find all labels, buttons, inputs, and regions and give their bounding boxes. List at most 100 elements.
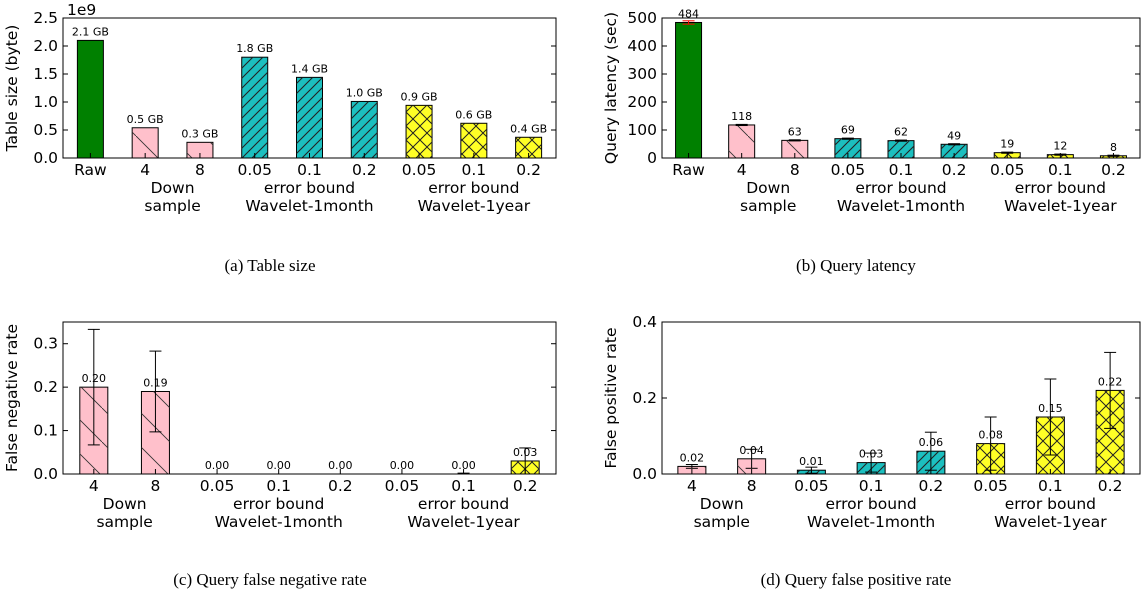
x-tick-label: 0.1: [462, 161, 487, 179]
group-label: Wavelet-1month: [807, 513, 935, 531]
chart-0: 0.0 0.5 1.0 1.5 2.0 2.5 1e9 Table size (byte) 2.…: [3, 1, 557, 275]
x-tick-label: 0.2: [516, 161, 541, 179]
group-label: Wavelet-1month: [245, 197, 373, 215]
y-tick-label: 2.0: [33, 37, 58, 55]
x-tick-label: Raw: [672, 161, 705, 179]
x-tick-label: 0.05: [402, 161, 437, 179]
group-label: Wavelet-1year: [994, 513, 1107, 531]
data-label: 0.4 GB: [510, 122, 547, 135]
axis-offset-label: 1e9: [67, 1, 96, 19]
data-label: 118: [731, 110, 752, 123]
y-tick-label: 0.1: [33, 422, 58, 440]
x-tick-label: 0.2: [1101, 161, 1126, 179]
x-tick-label: 4: [687, 477, 697, 495]
y-tick-label: 200: [627, 93, 657, 111]
data-label: 0.08: [978, 429, 1003, 442]
plot-frame: [661, 321, 1141, 475]
bar: [675, 21, 703, 159]
y-axis-label: False positive rate: [602, 327, 620, 468]
bar-hatch: [515, 137, 542, 158]
x-tick-label: 0.05: [990, 161, 1025, 179]
y-tick-label: 0: [647, 149, 657, 167]
y-tick-label: 500: [627, 9, 657, 27]
x-tick-label: 0.2: [919, 477, 944, 495]
data-label: 49: [947, 129, 961, 142]
x-tick-label: 0.05: [794, 477, 829, 495]
y-tick-label: 2.5: [33, 9, 58, 27]
data-label: 0.04: [739, 444, 764, 457]
group-label: Down: [700, 495, 744, 513]
x-tick-label: 8: [747, 477, 757, 495]
group-label: Down: [151, 179, 195, 197]
group-label: error bound: [264, 179, 355, 197]
data-label: 62: [894, 126, 908, 139]
x-tick-label: 0.05: [385, 477, 420, 495]
bar-hatch: [941, 144, 968, 158]
group-label: Wavelet-1month: [837, 197, 965, 215]
data-label: 12: [1053, 140, 1067, 153]
data-label: 63: [788, 125, 802, 138]
data-label: 0.00: [390, 459, 415, 472]
data-label: 19: [1000, 138, 1014, 151]
chart-1: 0 100 200 300 400 500 Query latency (sec) 484 Ra…: [602, 7, 1141, 275]
bar-hatch: [296, 77, 323, 158]
data-label: 8: [1110, 141, 1117, 154]
x-tick-label: 0.05: [973, 477, 1008, 495]
x-tick-label: 0.2: [942, 161, 967, 179]
group-label: error bound: [428, 179, 519, 197]
y-tick-label: 0.0: [33, 149, 58, 167]
bar-hatch: [834, 138, 861, 158]
group-label: Wavelet-1year: [407, 513, 520, 531]
group-label: Wavelet-1year: [1004, 197, 1117, 215]
y-axis-label: Query latency (sec): [602, 12, 620, 164]
bar-hatch: [186, 142, 213, 158]
group-label: error bound: [1005, 495, 1096, 513]
x-tick-label: 0.05: [831, 161, 866, 179]
data-label: 0.01: [799, 455, 824, 468]
group-label: sample: [694, 513, 750, 531]
x-tick-label: 0.1: [266, 477, 291, 495]
group-label: Down: [103, 495, 147, 513]
group-label: error bound: [855, 179, 946, 197]
figure-caption: (b) Query latency: [796, 256, 916, 275]
x-tick-label: 0.05: [200, 477, 235, 495]
x-tick-label: 0.2: [328, 477, 353, 495]
bar-hatch: [781, 140, 808, 158]
group-label: sample: [144, 197, 200, 215]
plot-frame: [62, 17, 557, 159]
figure-caption: (c) Query false negative rate: [173, 570, 367, 589]
group-label: Down: [746, 179, 790, 197]
group-label: Wavelet-1year: [418, 197, 531, 215]
data-label: 0.20: [82, 372, 107, 385]
data-label: 2.1 GB: [72, 25, 109, 38]
y-axis-label: False negative rate: [3, 324, 21, 472]
data-label: 0.22: [1098, 375, 1123, 388]
x-tick-label: 0.1: [297, 161, 322, 179]
bar-hatch: [132, 127, 159, 158]
bar-hatch: [351, 101, 378, 158]
x-tick-label: 0.2: [1098, 477, 1123, 495]
data-label: 69: [841, 124, 855, 137]
x-tick-label: 0.1: [1048, 161, 1073, 179]
y-tick-label: 1.0: [33, 93, 58, 111]
data-label: 1.0 GB: [346, 86, 383, 99]
x-tick-label: 0.05: [237, 161, 272, 179]
data-label: 0.00: [266, 459, 291, 472]
x-tick-label: 0.1: [1038, 477, 1063, 495]
x-tick-label: 4: [140, 161, 150, 179]
figure-caption: (a) Table size: [224, 256, 315, 275]
data-label: 0.15: [1038, 402, 1063, 415]
data-label: 0.00: [451, 459, 476, 472]
bar: [76, 39, 104, 159]
x-tick-label: 0.1: [859, 477, 884, 495]
y-tick-label: 0.0: [632, 465, 657, 483]
x-tick-label: 8: [790, 161, 800, 179]
group-label: error bound: [1015, 179, 1106, 197]
chart-3: 0.0 0.2 0.4 False positive rate 0.02 4 0.04 8 0.…: [602, 313, 1141, 589]
x-tick-label: 4: [89, 477, 99, 495]
data-label: 0.19: [143, 376, 168, 389]
x-tick-label: 0.2: [352, 161, 377, 179]
group-label: sample: [96, 513, 152, 531]
y-tick-label: 1.5: [33, 65, 58, 83]
